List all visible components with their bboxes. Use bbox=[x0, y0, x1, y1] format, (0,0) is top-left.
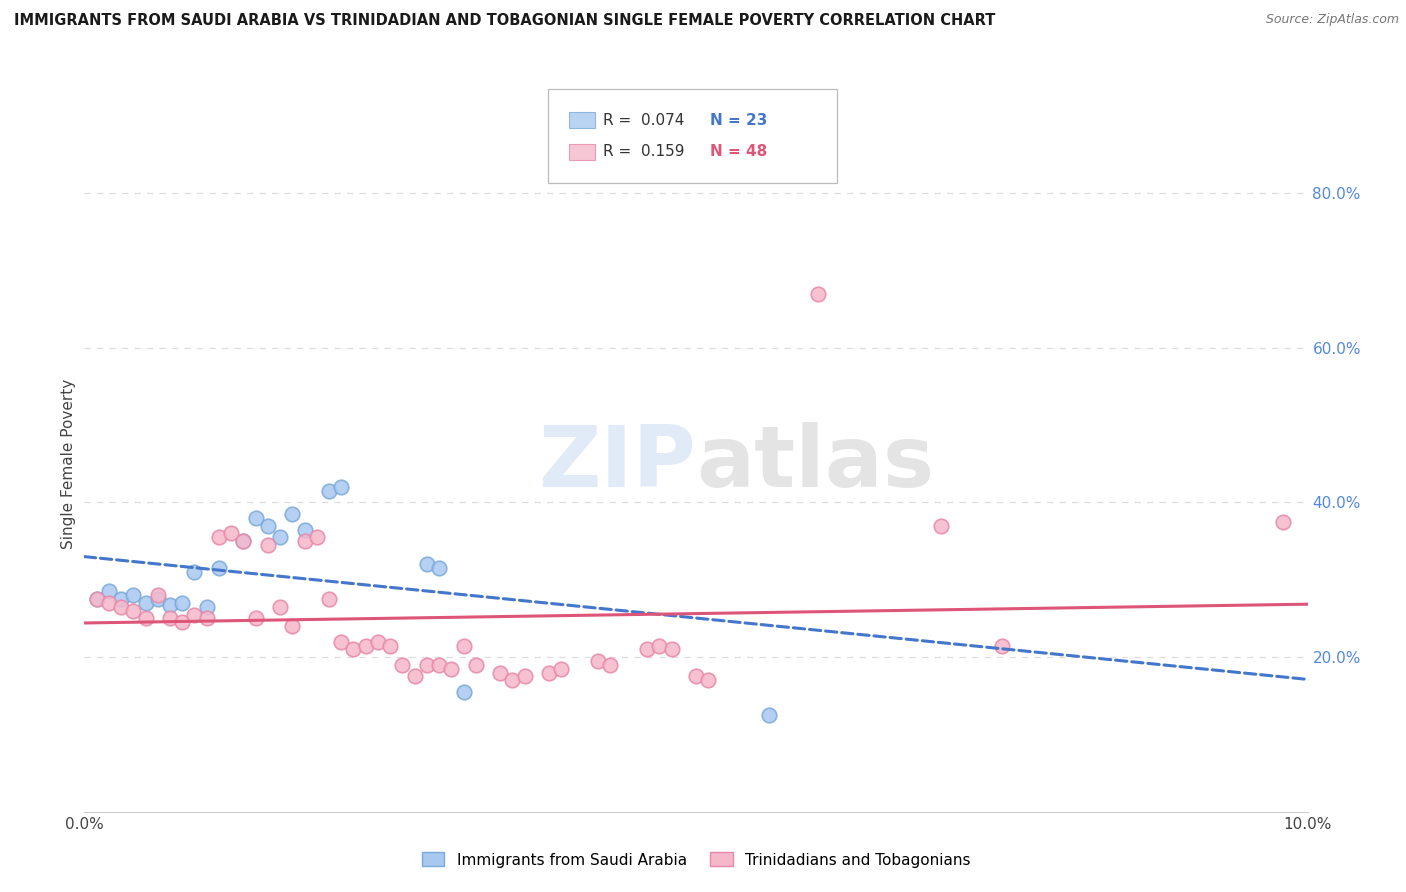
Text: N = 23: N = 23 bbox=[710, 113, 768, 128]
Point bbox=[416, 558, 439, 572]
Point bbox=[648, 639, 671, 653]
Point bbox=[97, 584, 120, 599]
Point bbox=[427, 561, 450, 575]
Point bbox=[502, 673, 524, 688]
Point bbox=[1272, 515, 1295, 529]
Point bbox=[146, 592, 169, 607]
Text: IMMIGRANTS FROM SAUDI ARABIA VS TRINIDADIAN AND TOBAGONIAN SINGLE FEMALE POVERTY: IMMIGRANTS FROM SAUDI ARABIA VS TRINIDAD… bbox=[14, 13, 995, 29]
Point bbox=[232, 534, 254, 549]
Point bbox=[636, 642, 658, 657]
Point bbox=[195, 611, 218, 625]
Point bbox=[991, 639, 1014, 653]
Point bbox=[159, 598, 181, 612]
Point bbox=[550, 662, 572, 676]
Point bbox=[219, 526, 242, 541]
Point bbox=[538, 665, 561, 680]
Point bbox=[172, 615, 194, 630]
Point bbox=[257, 538, 280, 552]
Point bbox=[929, 518, 952, 533]
Point bbox=[318, 592, 340, 607]
Point bbox=[122, 588, 145, 602]
Point bbox=[281, 507, 304, 521]
Point bbox=[281, 619, 304, 633]
Point bbox=[453, 685, 475, 699]
Point bbox=[586, 654, 609, 668]
Point bbox=[416, 657, 439, 672]
Point bbox=[159, 611, 181, 625]
Point bbox=[440, 662, 463, 676]
Point bbox=[257, 518, 280, 533]
Point bbox=[135, 596, 157, 610]
Point bbox=[172, 596, 194, 610]
Point bbox=[269, 530, 291, 544]
Point bbox=[208, 561, 231, 575]
Point bbox=[697, 673, 720, 688]
Point bbox=[685, 669, 707, 683]
Point bbox=[86, 592, 108, 607]
Point bbox=[195, 599, 218, 614]
Text: R =  0.159: R = 0.159 bbox=[603, 145, 685, 159]
Text: R =  0.074: R = 0.074 bbox=[603, 113, 685, 128]
Point bbox=[380, 639, 402, 653]
Text: atlas: atlas bbox=[696, 422, 934, 506]
Point bbox=[513, 669, 536, 683]
Point bbox=[758, 708, 780, 723]
Text: Source: ZipAtlas.com: Source: ZipAtlas.com bbox=[1265, 13, 1399, 27]
Point bbox=[464, 657, 486, 672]
Point bbox=[294, 523, 316, 537]
Point bbox=[599, 657, 621, 672]
Point bbox=[453, 639, 475, 653]
Point bbox=[342, 642, 364, 657]
Point bbox=[245, 611, 267, 625]
Point bbox=[110, 592, 132, 607]
Point bbox=[146, 588, 169, 602]
Point bbox=[86, 592, 108, 607]
Point bbox=[245, 511, 267, 525]
Point bbox=[183, 607, 205, 622]
Point bbox=[110, 599, 132, 614]
Point bbox=[318, 483, 340, 498]
Point bbox=[391, 657, 413, 672]
Point bbox=[330, 634, 353, 648]
Point bbox=[305, 530, 328, 544]
Point bbox=[404, 669, 426, 683]
Text: ZIP: ZIP bbox=[538, 422, 696, 506]
Text: N = 48: N = 48 bbox=[710, 145, 768, 159]
Point bbox=[354, 639, 377, 653]
Point bbox=[427, 657, 450, 672]
Y-axis label: Single Female Poverty: Single Female Poverty bbox=[60, 379, 76, 549]
Point bbox=[661, 642, 683, 657]
Point bbox=[208, 530, 231, 544]
Point bbox=[97, 596, 120, 610]
Point bbox=[183, 565, 205, 579]
Legend: Immigrants from Saudi Arabia, Trinidadians and Tobagonians: Immigrants from Saudi Arabia, Trinidadia… bbox=[415, 847, 977, 873]
Point bbox=[294, 534, 316, 549]
Point bbox=[807, 286, 830, 301]
Point bbox=[367, 634, 389, 648]
Point bbox=[489, 665, 512, 680]
Point bbox=[135, 611, 157, 625]
Point bbox=[232, 534, 254, 549]
Point bbox=[122, 604, 145, 618]
Point bbox=[269, 599, 291, 614]
Point bbox=[330, 480, 353, 494]
